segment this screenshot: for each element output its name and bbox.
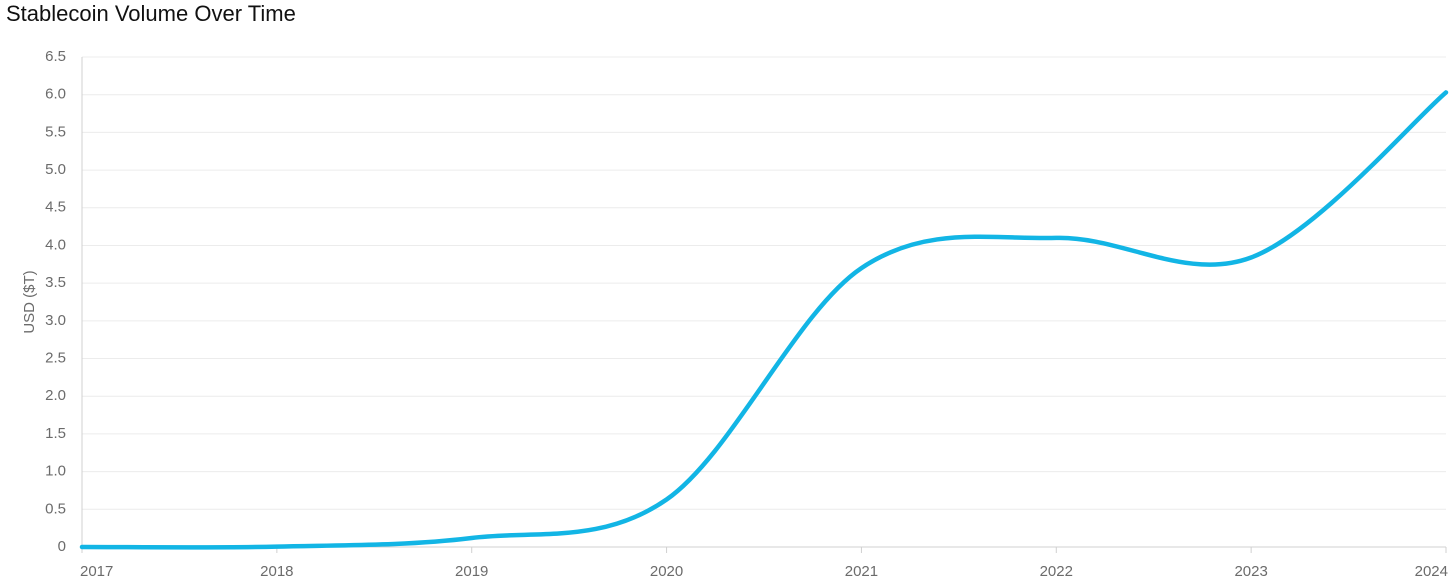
y-tick-label: 3.0 <box>45 312 66 329</box>
line-series <box>79 90 1449 550</box>
y-tick-label: 1.0 <box>45 463 66 480</box>
x-tick-label: 2022 <box>1040 563 1073 580</box>
y-tick-label: 2.0 <box>45 387 66 404</box>
x-tick-label: 2024 <box>1415 563 1448 580</box>
y-tick-label: 6.0 <box>45 86 66 103</box>
y-tick-label: 0 <box>58 538 66 555</box>
y-tick-label: 5.0 <box>45 161 66 178</box>
x-tick-label: 2020 <box>650 563 683 580</box>
x-tick-label: 2023 <box>1234 563 1267 580</box>
y-tick-label: 4.5 <box>45 199 66 216</box>
x-tick-label: 2021 <box>845 563 878 580</box>
y-tick-label: 2.5 <box>45 350 66 367</box>
y-tick-label: 6.5 <box>45 48 66 65</box>
y-tick-label: 5.5 <box>45 123 66 140</box>
y-tick-label: 3.5 <box>45 274 66 291</box>
y-tick-label: 1.5 <box>45 425 66 442</box>
chart-title: Stablecoin Volume Over Time <box>6 1 296 26</box>
y-axis-label: USD ($T) <box>21 270 38 333</box>
x-tick-label: 2018 <box>260 563 293 580</box>
x-tick-label: 2017 <box>80 563 113 580</box>
y-tick-label: 4.0 <box>45 236 66 253</box>
x-tick-label: 2019 <box>455 563 488 580</box>
y-tick-label: 0.5 <box>45 500 66 517</box>
